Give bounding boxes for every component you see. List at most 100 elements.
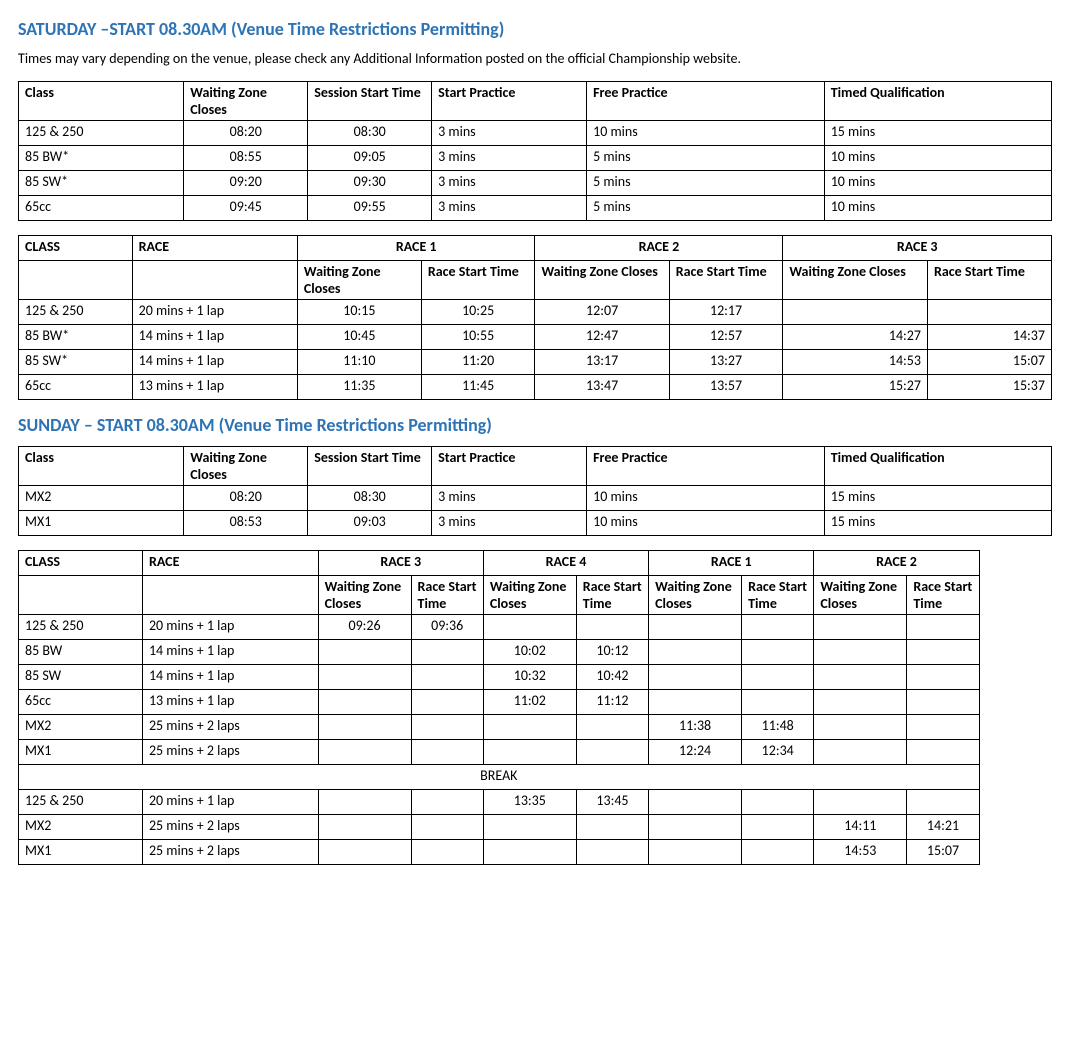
cell — [576, 815, 648, 840]
cell: 08:30 — [308, 121, 432, 146]
table-row: MX108:5309:033 mins10 mins15 mins — [19, 511, 1052, 536]
cell: 09:05 — [308, 146, 432, 171]
cell: 3 mins — [432, 146, 587, 171]
cell: 3 mins — [432, 121, 587, 146]
cell — [483, 840, 576, 865]
col-header: RACE — [142, 551, 318, 576]
cell — [783, 300, 928, 325]
cell: 85 BW — [19, 640, 143, 665]
cell: 13:27 — [669, 350, 783, 375]
table-row: 125 & 25020 mins + 1 lap10:1510:2512:071… — [19, 300, 1052, 325]
cell: 14:53 — [814, 840, 907, 865]
cell: 08:20 — [184, 486, 308, 511]
cell — [318, 715, 411, 740]
practice-table: ClassWaiting Zone ClosesSession Start Ti… — [18, 81, 1052, 221]
col-header: Class — [19, 447, 184, 486]
cell: 85 SW* — [19, 350, 133, 375]
cell: 11:35 — [297, 375, 421, 400]
cell: 3 mins — [432, 511, 587, 536]
table-row: 85 BW*14 mins + 1 lap10:4510:5512:4712:5… — [19, 325, 1052, 350]
cell: 10 mins — [824, 171, 1051, 196]
col-header-blank — [142, 576, 318, 615]
col-header: Start Practice — [432, 447, 587, 486]
col-subheader: Waiting Zone Closes — [483, 576, 576, 615]
cell: 11:02 — [483, 690, 576, 715]
cell: 11:12 — [576, 690, 648, 715]
col-header: Session Start Time — [308, 447, 432, 486]
col-header: Free Practice — [587, 447, 825, 486]
cell — [742, 790, 814, 815]
cell: 11:48 — [742, 715, 814, 740]
col-subheader: Waiting Zone Closes — [783, 261, 928, 300]
cell: 13 mins + 1 lap — [142, 690, 318, 715]
race-table: CLASSRACERACE 1RACE 2RACE 3 Waiting Zone… — [18, 235, 1052, 400]
cell — [576, 840, 648, 865]
cell: 09:03 — [308, 511, 432, 536]
cell: 10:32 — [483, 665, 576, 690]
cell — [411, 840, 483, 865]
cell: 13:47 — [535, 375, 669, 400]
cell: MX1 — [19, 511, 184, 536]
cell — [483, 615, 576, 640]
cell: 12:17 — [669, 300, 783, 325]
practice-table: ClassWaiting Zone ClosesSession Start Ti… — [18, 446, 1052, 536]
table-row: 85 BW14 mins + 1 lap10:0210:12 — [19, 640, 1052, 665]
col-header-blank — [132, 261, 297, 300]
cell — [411, 690, 483, 715]
cell — [318, 815, 411, 840]
break-row: BREAK — [19, 765, 1052, 790]
table-row: MX225 mins + 2 laps14:1114:21 — [19, 815, 1052, 840]
cell: 14:53 — [783, 350, 928, 375]
col-header: RACE 3 — [318, 551, 483, 576]
col-header: CLASS — [19, 551, 143, 576]
cell: 12:07 — [535, 300, 669, 325]
col-header: RACE — [132, 236, 297, 261]
cell: 10:02 — [483, 640, 576, 665]
cell — [814, 640, 907, 665]
cell — [742, 690, 814, 715]
cell — [927, 300, 1051, 325]
cell: 14:11 — [814, 815, 907, 840]
col-header: RACE 4 — [483, 551, 648, 576]
table-row: 85 SW*14 mins + 1 lap11:1011:2013:1713:2… — [19, 350, 1052, 375]
cell: 3 mins — [432, 171, 587, 196]
cell: 13 mins + 1 lap — [132, 375, 297, 400]
cell — [742, 640, 814, 665]
col-subheader: Race Start Time — [927, 261, 1051, 300]
table-row: 125 & 25020 mins + 1 lap09:2609:36 — [19, 615, 1052, 640]
cell: 3 mins — [432, 486, 587, 511]
cell — [742, 665, 814, 690]
cell: 10:15 — [297, 300, 421, 325]
cell — [318, 740, 411, 765]
sunday-race-table-container: CLASSRACERACE 3RACE 4RACE 1RACE 2 Waitin… — [18, 550, 1052, 865]
cell: 10:45 — [297, 325, 421, 350]
cell: 25 mins + 2 laps — [142, 740, 318, 765]
saturday-heading: SATURDAY –START 08.30AM (Venue Time Rest… — [18, 18, 1052, 40]
cell — [907, 790, 979, 815]
col-subheader: Race Start Time — [907, 576, 979, 615]
cell: 65cc — [19, 375, 133, 400]
saturday-race-table-container: CLASSRACERACE 1RACE 2RACE 3 Waiting Zone… — [18, 235, 1052, 400]
cell: 14:27 — [783, 325, 928, 350]
cell — [576, 715, 648, 740]
cell: 15 mins — [824, 121, 1051, 146]
cell — [483, 715, 576, 740]
cell — [318, 790, 411, 815]
cell — [907, 690, 979, 715]
cell: 15 mins — [824, 486, 1051, 511]
col-subheader: Waiting Zone Closes — [318, 576, 411, 615]
table-row: 125 & 25008:2008:303 mins10 mins15 mins — [19, 121, 1052, 146]
col-header-blank — [19, 261, 133, 300]
cell — [318, 840, 411, 865]
cell — [649, 790, 742, 815]
cell — [318, 690, 411, 715]
cell — [907, 640, 979, 665]
cell: 65cc — [19, 690, 143, 715]
cell — [649, 815, 742, 840]
col-header: RACE 2 — [814, 551, 979, 576]
cell — [742, 815, 814, 840]
cell: 11:10 — [297, 350, 421, 375]
cell: 12:47 — [535, 325, 669, 350]
table-row: 65cc13 mins + 1 lap11:3511:4513:4713:571… — [19, 375, 1052, 400]
cell — [649, 840, 742, 865]
